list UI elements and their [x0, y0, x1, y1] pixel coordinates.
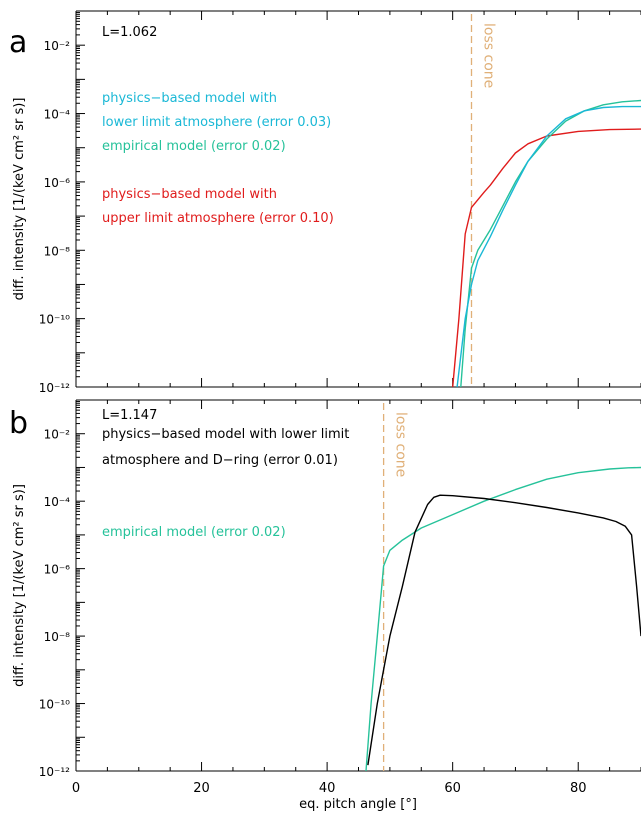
- panel-letter: a: [9, 25, 27, 60]
- legend-text: atmosphere and D−ring (error 0.01): [102, 453, 338, 468]
- series-line-0: [452, 128, 641, 388]
- series-line-2: [456, 105, 641, 388]
- legend-text: physics−based model with lower limit: [102, 427, 349, 442]
- y-axis-label: diff. intensity [1/(keV cm² sr s)]: [12, 98, 27, 301]
- y-tick-label: 10⁻¹⁰: [39, 698, 70, 712]
- y-tick-label: 10⁻⁶: [44, 176, 71, 190]
- y-tick-label: 10⁻¹²: [39, 381, 70, 395]
- x-tick-label: 60: [444, 781, 461, 796]
- legend-text: empirical model (error 0.02): [102, 139, 286, 154]
- y-tick-label: 10⁻⁶: [44, 563, 71, 577]
- x-axis-label: eq. pitch angle [°]: [299, 797, 417, 812]
- loss-cone-label: loss cone: [481, 23, 497, 88]
- y-tick-label: 10⁻⁸: [44, 630, 71, 644]
- l-value-label: L=1.062: [102, 25, 157, 40]
- legend-text: physics−based model with: [102, 91, 277, 106]
- panel-b: 0 20 40 60 80 10⁻¹² 10⁻¹⁰ 10⁻⁸ 10⁻⁶ 10⁻⁴ 10⁻² diff.…: [9, 399, 641, 796]
- series-line-1: [367, 494, 641, 766]
- x-tick-label: 80: [570, 781, 587, 796]
- legend-text: physics−based model with: [102, 187, 277, 202]
- y-tick-label: 10⁻⁴: [44, 108, 71, 122]
- loss-cone-label: loss cone: [393, 412, 409, 477]
- y-tick-label: 10⁻⁴: [44, 495, 71, 509]
- y-tick-label: 10⁻⁸: [44, 244, 71, 258]
- x-tick-label: 0: [72, 781, 80, 796]
- series-line-1: [460, 99, 641, 388]
- legend-text: upper limit atmosphere (error 0.10): [102, 211, 334, 226]
- x-tick-label: 20: [193, 781, 210, 796]
- l-value-label: L=1.147: [102, 408, 157, 423]
- y-tick-label: 10⁻²: [44, 428, 71, 442]
- y-tick-label: 10⁻¹⁰: [39, 313, 70, 327]
- panel-letter: b: [9, 406, 28, 441]
- panel-a: 10⁻¹² 10⁻¹⁰ 10⁻⁸ 10⁻⁶ 10⁻⁴ 10⁻² diff. intensit…: [9, 10, 641, 395]
- legend-text: empirical model (error 0.02): [102, 525, 286, 540]
- y-tick-label: 10⁻²: [44, 39, 71, 53]
- legend-text: lower limit atmosphere (error 0.03): [102, 115, 331, 130]
- y-axis-label: diff. intensity [1/(keV cm² sr s)]: [12, 484, 27, 687]
- x-tick-label: 40: [319, 781, 336, 796]
- y-tick-label: 10⁻¹²: [39, 765, 70, 779]
- series-line-0: [365, 466, 641, 772]
